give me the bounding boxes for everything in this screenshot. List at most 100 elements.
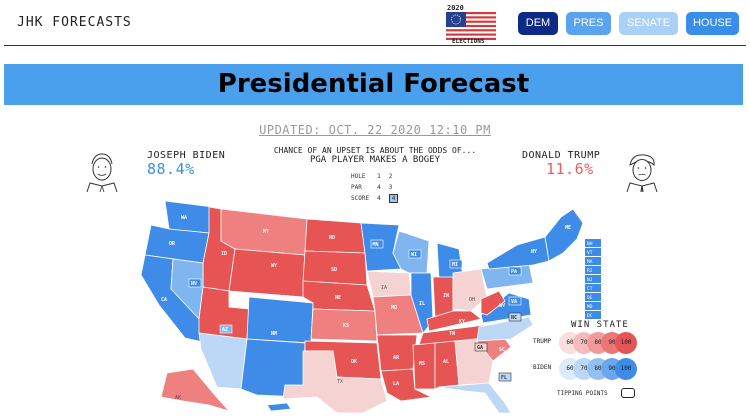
logo-year: 2020 <box>447 4 464 12</box>
svg-text:IL: IL <box>419 301 425 307</box>
svg-text:ID: ID <box>221 251 227 257</box>
score-score-2: 4 <box>388 194 399 203</box>
score-hole-label: HOLE <box>351 173 366 180</box>
elections-logo[interactable]: 2020 ELECTIONS <box>446 4 498 45</box>
nav-house-button[interactable]: HOUSE <box>686 12 739 35</box>
biden-name: JOSEPH BIDEN <box>147 150 226 161</box>
svg-text:UT: UT <box>231 291 237 297</box>
svg-text:CO: CO <box>283 295 289 301</box>
state-hi[interactable] <box>266 402 292 412</box>
biden-win-pct: 88.4% <box>147 160 195 178</box>
svg-text:AR: AR <box>393 355 400 361</box>
legend-biden-label: BIDEN <box>533 364 552 371</box>
svg-text:MS: MS <box>419 361 425 367</box>
nav-senate-button[interactable]: SENATE <box>619 12 678 35</box>
state-oh[interactable] <box>452 268 488 312</box>
state-wa[interactable] <box>164 200 214 234</box>
svg-text:MI: MI <box>452 262 458 268</box>
trump-portrait-icon <box>626 154 658 192</box>
svg-text:DE: DE <box>587 295 593 301</box>
trump-win-pct: 11.6% <box>546 160 594 178</box>
upset-caption: CHANCE OF AN UPSET IS ABOUT THE ODDS OF.… <box>273 146 477 155</box>
state-az[interactable] <box>198 332 248 390</box>
tipping-point-markers: MN WI MI NV AZ PA VA NC GA FL <box>188 239 522 382</box>
svg-text:MT: MT <box>263 229 269 235</box>
svg-text:RI: RI <box>587 268 593 274</box>
state-ia[interactable] <box>366 270 412 298</box>
svg-text:WV: WV <box>499 303 505 309</box>
state-tx[interactable] <box>282 350 388 413</box>
state-ak[interactable] <box>160 368 231 412</box>
svg-text:FL: FL <box>501 375 507 381</box>
score-par-1: 4 <box>377 184 381 191</box>
northeast-state-column: NH VT MA RI NJ CT DE MD DC <box>585 239 601 319</box>
svg-text:KY: KY <box>459 319 465 325</box>
state-ne-region[interactable] <box>544 208 584 262</box>
legend-trump-label: TRUMP <box>533 338 552 345</box>
state-ky[interactable] <box>426 310 482 332</box>
svg-text:ME: ME <box>565 225 571 231</box>
svg-text:CA: CA <box>161 297 167 303</box>
state-fl[interactable] <box>438 382 512 413</box>
svg-text:WA: WA <box>181 215 187 221</box>
golf-scorecard: HOLE 1 2 PAR 4 3 SCORE 4 4 <box>346 170 403 205</box>
state-co[interactable] <box>246 296 314 344</box>
state-ar[interactable] <box>376 334 418 372</box>
score-par-label: PAR <box>351 184 362 191</box>
state-mo[interactable] <box>372 294 424 336</box>
svg-text:OK: OK <box>351 359 357 365</box>
page-banner: Presidential Forecast <box>4 64 743 105</box>
svg-text:TN: TN <box>449 331 455 337</box>
state-wv[interactable] <box>480 290 506 316</box>
upset-comparison: PGA PLAYER MAKES A BOGEY <box>309 155 441 165</box>
svg-text:TX: TX <box>337 379 343 385</box>
header-divider <box>4 45 746 46</box>
svg-text:WI: WI <box>411 252 417 258</box>
svg-text:KS: KS <box>343 323 349 329</box>
score-score-label: SCORE <box>351 195 370 202</box>
logo-caption: ELECTIONS <box>452 38 485 45</box>
svg-text:OR: OR <box>169 241 176 247</box>
state-la[interactable] <box>380 368 433 402</box>
tipping-points-label: TIPPING POINTS <box>557 390 608 397</box>
legend-biden-100: 100 <box>615 358 637 380</box>
biden-portrait-icon <box>86 153 118 192</box>
svg-text:AZ: AZ <box>222 327 228 333</box>
electoral-map: WA OR CA MT ID WY UT CO NM ND SD NE KS OK MO AR LA I… <box>140 200 601 413</box>
state-ks[interactable] <box>310 308 378 342</box>
svg-text:LA: LA <box>393 381 399 387</box>
state-ny[interactable] <box>486 236 550 270</box>
svg-text:ND: ND <box>329 235 335 241</box>
legend-trump-row: TRUMP 60 70 80 90 100 <box>533 332 643 354</box>
nav-dem-button[interactable]: DEM <box>518 12 558 35</box>
svg-text:NJ: NJ <box>587 277 593 283</box>
svg-text:NY: NY <box>531 249 537 255</box>
svg-text:IA: IA <box>381 285 387 291</box>
svg-text:OH: OH <box>469 297 475 303</box>
state-wy[interactable] <box>228 248 306 298</box>
score-hole-2: 2 <box>388 173 393 180</box>
svg-text:NC: NC <box>511 315 517 321</box>
legend-title: WIN STATE <box>571 320 629 330</box>
svg-text:SD: SD <box>331 267 337 273</box>
legend-trump-100: 100 <box>615 332 637 354</box>
us-flag-icon <box>446 12 496 40</box>
brand-title[interactable]: JHK FORECASTS <box>17 15 132 30</box>
state-nm[interactable] <box>240 338 306 398</box>
svg-text:NV: NV <box>191 281 197 287</box>
svg-text:PA: PA <box>511 269 517 275</box>
trump-name: DONALD TRUMP <box>522 150 601 161</box>
svg-text:VT: VT <box>587 250 593 256</box>
svg-text:VA: VA <box>511 299 517 305</box>
svg-text:MO: MO <box>391 305 397 311</box>
site-header: JHK FORECASTS 2020 ELECTIONS DEM PRES SE… <box>0 0 750 47</box>
svg-text:MN: MN <box>373 242 379 248</box>
nav-pres-button[interactable]: PRES <box>566 12 611 35</box>
svg-text:IN: IN <box>443 293 449 299</box>
svg-text:AK: AK <box>175 395 181 401</box>
svg-text:MD: MD <box>587 304 593 310</box>
score-score-1: 4 <box>377 195 381 202</box>
svg-text:NM: NM <box>271 331 277 337</box>
tipping-points-toggle[interactable] <box>621 388 635 398</box>
svg-text:MA: MA <box>587 259 593 265</box>
